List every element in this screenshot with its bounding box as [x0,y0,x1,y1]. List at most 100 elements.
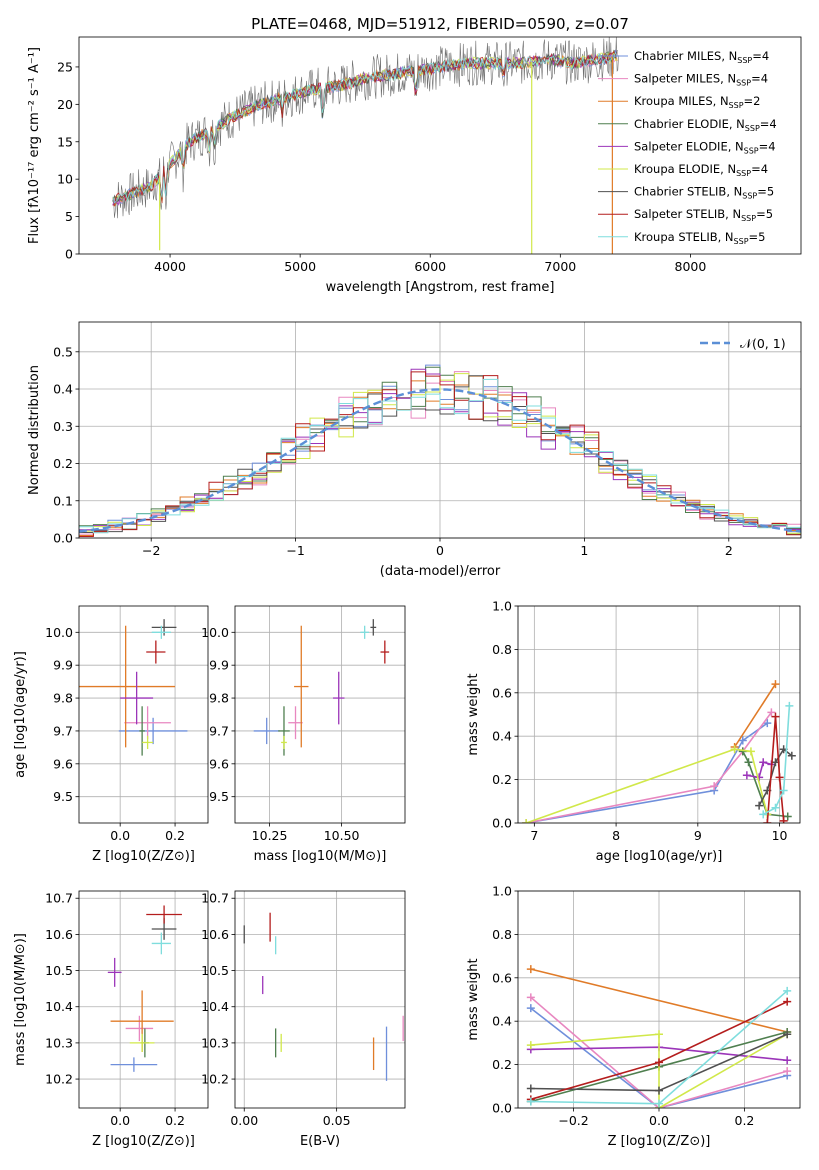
y-axis-label: mass weight [466,958,481,1040]
weight-marker [742,771,751,780]
x-tick-label: 0.00 [230,1113,258,1128]
weight-marker [738,736,747,745]
legend-label: 𝒩(0, 1) [740,336,786,351]
histogram-step [79,378,801,538]
x-tick-label: −2 [142,543,160,558]
y-axis-label: age [log10(age/yr)] [13,651,28,778]
weight-marker [779,816,788,823]
y-tick-label: 0.8 [492,927,512,942]
y-tick-label: 10.0 [45,625,73,640]
weight-marker [763,819,772,823]
y-tick-label: 1.0 [492,884,512,899]
x-tick-label: 10 [772,828,788,843]
y-tick-label: 9.5 [209,789,229,804]
axes-frame [78,36,802,255]
weight-line [742,751,788,818]
x-tick-label: −1 [286,543,304,558]
panel-spectrum: 4000 5000 6000 7000 8000 0 5 10 15 20 25 wavelength… [27,36,802,295]
y-axis-label: mass [log10(M/M⊙)] [13,933,28,1066]
panel-weight-vs-Z: −0.2 0.0 0.2 0.0 0.2 0.4 0.6 0.8 1.0 Z [log10(Z/Z… [466,884,801,1149]
y-tick-label: 10.4 [201,999,229,1014]
spectrum-model-line [112,51,618,206]
weight-line [526,722,768,823]
y-tick-label: 0.2 [492,772,512,787]
figure-title: PLATE=0468, MJD=51912, FIBERID=0590, z=0… [251,15,629,33]
weight-marker [655,1058,663,1067]
y-tick-label: 0.1 [53,493,73,508]
x-tick-label: 9 [694,828,702,843]
weight-marker [526,965,535,974]
plot-area [522,680,796,823]
y-tick-label: 9.6 [209,756,229,771]
x-tick-label: 0.0 [110,828,130,843]
legend-label: Salpeter MILES, NSSP=4 [634,72,768,88]
axes-frame [234,605,406,824]
legend-label: Salpeter STELIB, NSSP=5 [634,207,773,223]
weight-marker [771,680,780,689]
weight-marker [526,993,535,1002]
x-axis-label: Z [log10(Z/Z⊙)] [608,1134,711,1149]
weight-line [746,761,772,779]
y-tick-label: 5 [65,209,73,224]
weight-marker [746,747,755,756]
y-tick-label: 15 [57,134,73,149]
weight-marker [783,986,792,995]
x-tick-label: 5000 [284,259,316,274]
y-axis-label: Flux [fλ10⁻¹⁷ erg cm⁻² s⁻¹ A⁻¹] [27,47,42,244]
weight-marker [767,708,776,717]
x-axis-label: E(B-V) [300,1134,340,1149]
plot-area [79,619,188,756]
y-tick-label: 9.6 [53,756,73,771]
chart-layer: 4000 5000 6000 7000 80000510152025wavelength… [13,36,802,1149]
x-axis-label: (data-model)/error [380,564,501,579]
legend-label: Chabrier MILES, NSSP=4 [634,49,769,65]
weight-marker [744,758,753,767]
y-tick-label: 0.4 [53,382,73,397]
weight-marker [779,786,788,795]
y-tick-label: 10.6 [45,927,73,942]
y-tick-label: 10.3 [45,1035,73,1050]
weight-marker [763,719,772,728]
x-tick-label: 0 [436,543,444,558]
y-tick-label: 0.2 [492,1057,512,1072]
weight-marker [730,745,739,754]
x-tick-label: 4000 [154,259,186,274]
weight-marker [787,751,796,760]
axes-frame [517,605,801,824]
x-tick-label: 1 [580,543,588,558]
x-tick-label: −0.2 [558,1113,588,1128]
weight-marker [759,758,768,767]
weight-line [526,711,773,823]
x-axis-label: age [log10(age/yr)] [596,849,723,864]
panel-age-vs-mass: 10.25 10.50 9.5 9.6 9.7 9.8 9.9 10.0 mass [log10… [201,605,406,864]
y-tick-label: 9.7 [209,723,229,738]
y-tick-label: 0.4 [492,1014,512,1029]
plot-area [253,619,390,756]
y-tick-label: 0 [65,247,73,262]
legend-label: Chabrier STELIB, NSSP=5 [634,185,774,201]
y-tick-label: 0.5 [53,344,73,359]
y-tick-label: 10.6 [201,927,229,942]
panel-age-vs-Z: 0.0 0.2 9.5 9.6 9.7 9.8 9.9 10.0 Z [log10(Z/Z⊙)]… [13,605,209,864]
y-tick-label: 0.8 [492,642,512,657]
y-tick-label: 0.0 [53,531,73,546]
spectrum-model-line [112,50,618,204]
y-tick-label: 10 [57,172,73,187]
x-tick-label: 0.0 [110,1113,130,1128]
x-tick-label: 0.0 [649,1113,669,1128]
axes-frame [234,890,406,1109]
y-tick-label: 9.7 [53,723,73,738]
y-tick-label: 10.0 [201,625,229,640]
x-tick-label: 8 [612,828,620,843]
y-tick-label: 10.5 [45,963,73,978]
weight-line [766,716,785,823]
weight-marker [526,1041,535,1050]
weight-marker [526,1084,535,1093]
gaussian-curve [79,388,801,533]
y-tick-label: 9.9 [209,658,229,673]
y-tick-label: 10.3 [201,1035,229,1050]
y-tick-label: 0.6 [492,685,512,700]
weight-marker [785,701,794,710]
y-tick-label: 9.8 [53,691,73,706]
x-axis-label: Z [log10(Z/Z⊙)] [92,849,195,864]
